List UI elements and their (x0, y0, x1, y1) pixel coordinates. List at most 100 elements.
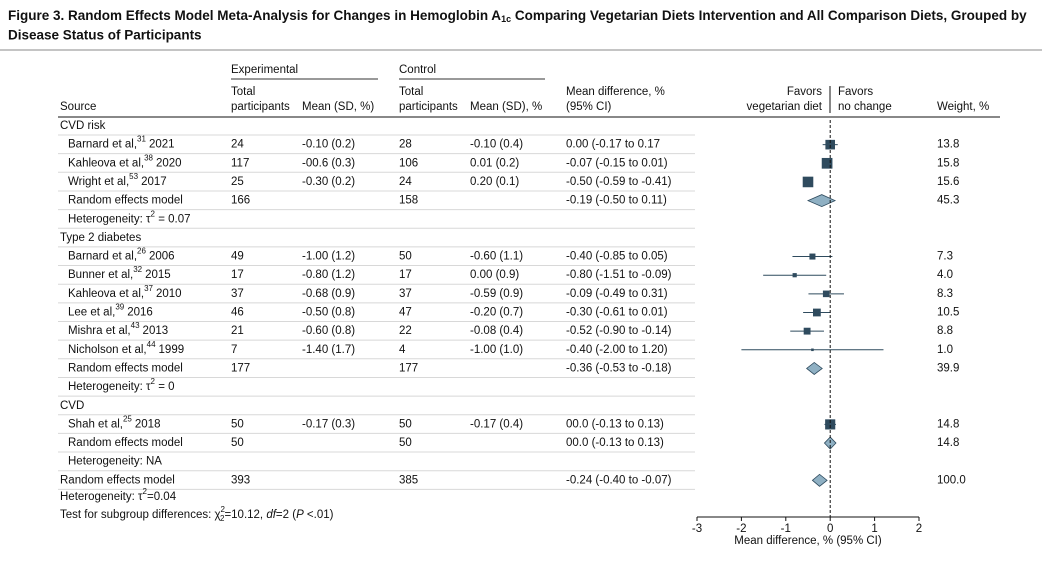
study-name: Nicholson et al,44 1999 (68, 340, 184, 356)
ctrl-mean: -0.08 (0.4) (470, 325, 523, 337)
study-name: Wright et al,53 2017 (68, 172, 167, 188)
study-year: 2016 (127, 307, 153, 319)
pooled-label: Random effects model (68, 195, 183, 207)
header: Control (399, 64, 436, 76)
study-name: Shah et al,25 2018 (68, 415, 160, 431)
ctrl-mean: -0.10 (0.4) (470, 139, 523, 151)
overall-heterogeneity-part: =0.04 (147, 491, 177, 503)
favors-label: Favors (787, 86, 822, 98)
ctrl-mean: -0.60 (1.1) (470, 251, 523, 263)
exp-total: 7 (231, 344, 237, 356)
overall-label: Random effects model (60, 474, 175, 486)
exp-total: 17 (231, 269, 244, 281)
exp-total: 177 (231, 362, 250, 374)
title-text: Comparing Vegetarian Diets Intervention … (511, 8, 1027, 23)
study-author: Kahleova et al, (68, 288, 144, 300)
study-name: Barnard et al,31 2021 (68, 135, 175, 151)
study-ref: 53 (129, 172, 138, 181)
subgroup-test-part: <.01) (304, 509, 334, 521)
heterogeneity-part: = 0 (155, 381, 175, 393)
exp-total: 393 (231, 474, 250, 486)
ctrl-total: 4 (399, 344, 406, 356)
weight: 15.6 (937, 176, 959, 188)
ctrl-mean: -0.17 (0.4) (470, 418, 523, 430)
study-square (821, 157, 833, 169)
header: (95% CI) (566, 101, 612, 113)
pooled-label: Random effects model (68, 362, 183, 374)
title-line-1: Figure 3. Random Effects Model Meta-Anal… (8, 8, 1027, 25)
study-author: Bunner et al, (68, 269, 133, 281)
pooled-diamond (811, 473, 828, 487)
group-name: CVD (60, 400, 84, 412)
study-author: Shah et al, (68, 418, 123, 430)
exp-mean: -0.60 (0.8) (302, 325, 355, 337)
subgroup-test-part: Test for subgroup differences: χ (60, 509, 221, 521)
study-author: Lee et al, (68, 307, 115, 319)
ctrl-total: 22 (399, 325, 412, 337)
weight: 4.0 (937, 269, 953, 281)
study-name: Kahleova et al,38 2020 (68, 153, 182, 169)
study-author: Wright et al, (68, 176, 129, 188)
md-ci: -0.07 (-0.15 to 0.01) (566, 157, 668, 169)
weight: 45.3 (937, 195, 959, 207)
x-tick-label: 2 (916, 523, 922, 535)
group-name: Type 2 diabetes (60, 232, 141, 244)
ctrl-total: 106 (399, 157, 418, 169)
favors-label: vegetarian diet (747, 101, 823, 113)
study-year: 2013 (143, 325, 169, 337)
exp-mean: -1.00 (1.2) (302, 251, 355, 263)
exp-mean: -0.80 (1.2) (302, 269, 355, 281)
ctrl-total: 28 (399, 139, 412, 151)
ctrl-mean: 0.00 (0.9) (470, 269, 519, 281)
exp-mean: -00.6 (0.3) (302, 157, 355, 169)
ctrl-total: 177 (399, 362, 418, 374)
study-square (825, 419, 836, 430)
study-name: Mishra et al,43 2013 (68, 321, 168, 337)
md-ci: 00.0 (-0.13 to 0.13) (566, 418, 664, 430)
study-author: Barnard et al, (68, 139, 137, 151)
ctrl-total: 24 (399, 176, 412, 188)
ctrl-total: 50 (399, 437, 412, 449)
ctrl-total: 50 (399, 418, 412, 430)
study-square (825, 139, 835, 150)
exp-total: 50 (231, 418, 244, 430)
weight: 8.8 (937, 325, 953, 337)
heterogeneity: Heterogeneity: τ2 = 0 (68, 377, 175, 393)
header: Total (231, 86, 255, 98)
ctrl-total: 37 (399, 288, 412, 300)
ctrl-total: 17 (399, 269, 412, 281)
weight: 10.5 (937, 307, 959, 319)
title-line-2: Disease Status of Participants (8, 28, 202, 43)
x-tick-label: -3 (692, 523, 702, 535)
group-name: CVD risk (60, 120, 106, 132)
study-square (812, 308, 821, 317)
study-name: Barnard et al,26 2006 (68, 247, 175, 263)
heterogeneity-part: Heterogeneity: NA (68, 456, 162, 468)
study-ref: 37 (144, 284, 153, 293)
study-author: Kahleova et al, (68, 157, 144, 169)
heterogeneity-part: = 0.07 (155, 213, 191, 225)
ctrl-mean: 0.01 (0.2) (470, 157, 519, 169)
header: Total (399, 86, 423, 98)
heterogeneity: Heterogeneity: NA (68, 456, 162, 468)
ctrl-mean: -1.00 (1.0) (470, 344, 523, 356)
heterogeneity-part: Heterogeneity: τ (68, 213, 151, 225)
header: Mean difference, % (566, 86, 665, 98)
study-year: 2017 (141, 176, 167, 188)
subgroup-test-part: df (266, 509, 277, 521)
study-ref: 31 (137, 135, 146, 144)
study-ref: 39 (115, 303, 124, 312)
weight: 8.3 (937, 288, 953, 300)
ctrl-total: 50 (399, 251, 412, 263)
study-ref: 43 (131, 321, 140, 330)
ctrl-total: 385 (399, 474, 418, 486)
study-year: 2020 (156, 157, 182, 169)
subgroup-test-part: =10.12, (224, 509, 266, 521)
study-square (803, 327, 811, 335)
md-ci: -0.80 (-1.51 to -0.09) (566, 269, 672, 281)
study-year: 2021 (149, 139, 175, 151)
subgroup-test-part: =2 ( (276, 509, 296, 521)
md-ci: -0.40 (-2.00 to 1.20) (566, 344, 668, 356)
md-ci: -0.24 (-0.40 to -0.07) (566, 474, 672, 486)
